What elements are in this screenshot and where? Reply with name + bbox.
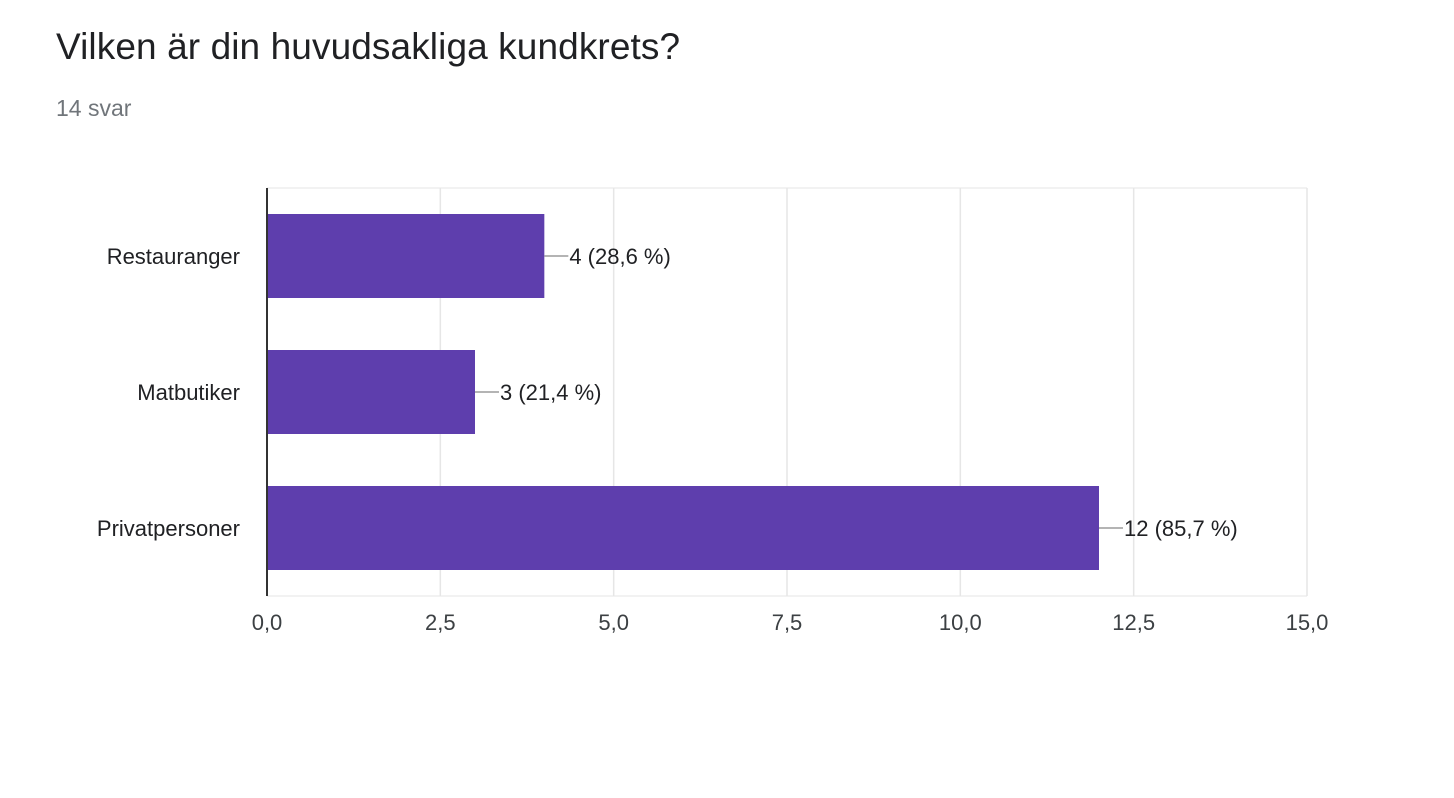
x-tick-label: 0,0 [252, 610, 283, 635]
response-count: 14 svar [56, 95, 132, 121]
category-label: Restauranger [107, 244, 240, 269]
category-label: Privatpersoner [97, 516, 240, 541]
x-tick-label: 10,0 [939, 610, 982, 635]
data-label: 3 (21,4 %) [500, 380, 602, 405]
bar [267, 350, 475, 434]
question-title: Vilken är din huvudsakliga kundkrets? [56, 26, 681, 67]
x-tick-label: 15,0 [1286, 610, 1329, 635]
data-label: 12 (85,7 %) [1124, 516, 1238, 541]
labels: 0,0 2,5 5,0 7,5 10,0 12,5 15,0 Restauranger 4 (2… [97, 244, 1328, 635]
x-tick-label: 2,5 [425, 610, 456, 635]
x-tick-label: 7,5 [772, 610, 803, 635]
bar [267, 214, 545, 298]
bars [267, 214, 1099, 570]
x-tick-label: 12,5 [1112, 610, 1155, 635]
category-label: Matbutiker [137, 380, 240, 405]
bar [267, 486, 1099, 570]
data-label: 4 (28,6 %) [569, 244, 671, 269]
x-tick-label: 5,0 [598, 610, 629, 635]
